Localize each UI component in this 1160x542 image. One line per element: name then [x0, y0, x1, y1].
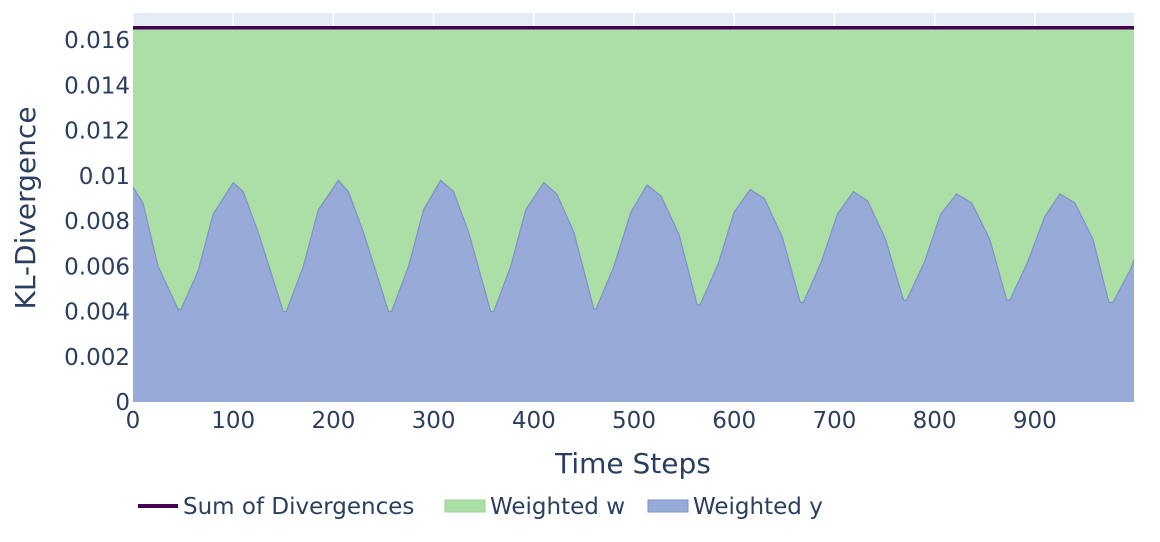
y-tick-label: 0.012: [64, 119, 130, 145]
x-tick-label: 500: [612, 408, 656, 434]
y-tick-label: 0.002: [64, 345, 130, 371]
x-tick-label: 900: [1013, 408, 1057, 434]
legend-item-sum-of-divergences[interactable]: Sum of Divergences: [138, 494, 414, 520]
area-layers: [133, 27, 1134, 402]
legend-item-weighted-w[interactable]: Weighted w: [444, 494, 625, 520]
y-tick-label: 0.008: [64, 209, 130, 235]
legend: Sum of Divergences Weighted w Weighted y: [138, 494, 823, 520]
x-tick-label: 200: [311, 408, 355, 434]
x-tick-label: 400: [512, 408, 556, 434]
y-tick-label: 0: [115, 390, 130, 416]
area-weighted-w: [133, 27, 1134, 312]
x-tick-label: 100: [211, 408, 255, 434]
x-axis-ticks: 0 100 200 300 400 500 600 700 800 900: [126, 408, 1057, 434]
legend-item-weighted-y[interactable]: Weighted y: [647, 494, 823, 520]
legend-label: Weighted w: [490, 494, 625, 520]
x-axis-title: Time Steps: [554, 447, 711, 480]
legend-label: Weighted y: [693, 494, 823, 520]
y-tick-label: 0.004: [64, 300, 130, 326]
x-tick-label: 0: [126, 408, 141, 434]
legend-swatch: [444, 499, 486, 513]
x-tick-label: 700: [812, 408, 856, 434]
legend-label: Sum of Divergences: [183, 494, 414, 520]
x-tick-label: 600: [712, 408, 756, 434]
series-lines: [132, 25, 1135, 313]
y-axis-title: KL-Divergence: [9, 106, 42, 309]
y-axis-ticks: 0 0.002 0.004 0.006 0.008 0.01 0.012 0.014 0.016: [64, 28, 130, 416]
y-tick-label: 0.016: [64, 28, 130, 54]
x-tick-label: 300: [412, 408, 456, 434]
y-tick-label: 0.014: [64, 73, 130, 99]
legend-swatch: [647, 499, 689, 513]
y-tick-label: 0.01: [79, 164, 130, 190]
x-tick-label: 800: [913, 408, 957, 434]
line-weighted-y: [132, 179, 1135, 313]
y-tick-label: 0.006: [64, 254, 130, 280]
